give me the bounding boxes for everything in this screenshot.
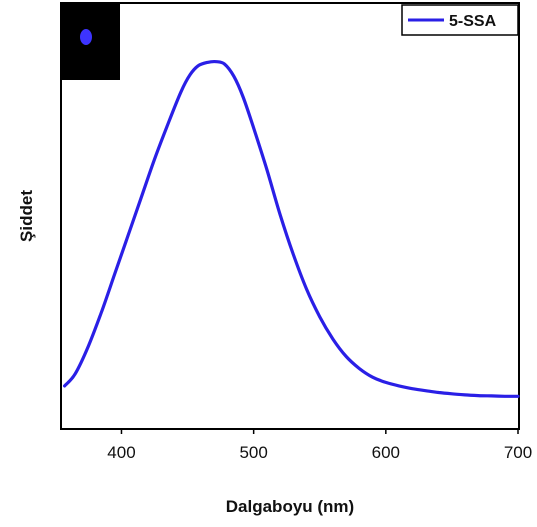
- y-axis-title: Şiddet: [17, 190, 36, 242]
- plot-frame: [60, 2, 520, 430]
- legend-label-5-ssa: 5-SSA: [449, 13, 497, 30]
- series-layer: [62, 59, 520, 398]
- x-tick-label: 400: [107, 443, 135, 462]
- x-tick-label: 600: [372, 443, 400, 462]
- legend: 5-SSA: [401, 4, 519, 36]
- x-axis-ticks: 400 500 600 700: [107, 428, 532, 462]
- series-line-5-ssa: [62, 59, 520, 398]
- x-tick-label: 700: [504, 443, 532, 462]
- x-axis-title: Dalgaboyu (nm): [226, 497, 354, 516]
- x-tick-label: 500: [239, 443, 267, 462]
- inset-photo: [62, 4, 120, 80]
- glowing-blue-dot-icon: [80, 29, 92, 45]
